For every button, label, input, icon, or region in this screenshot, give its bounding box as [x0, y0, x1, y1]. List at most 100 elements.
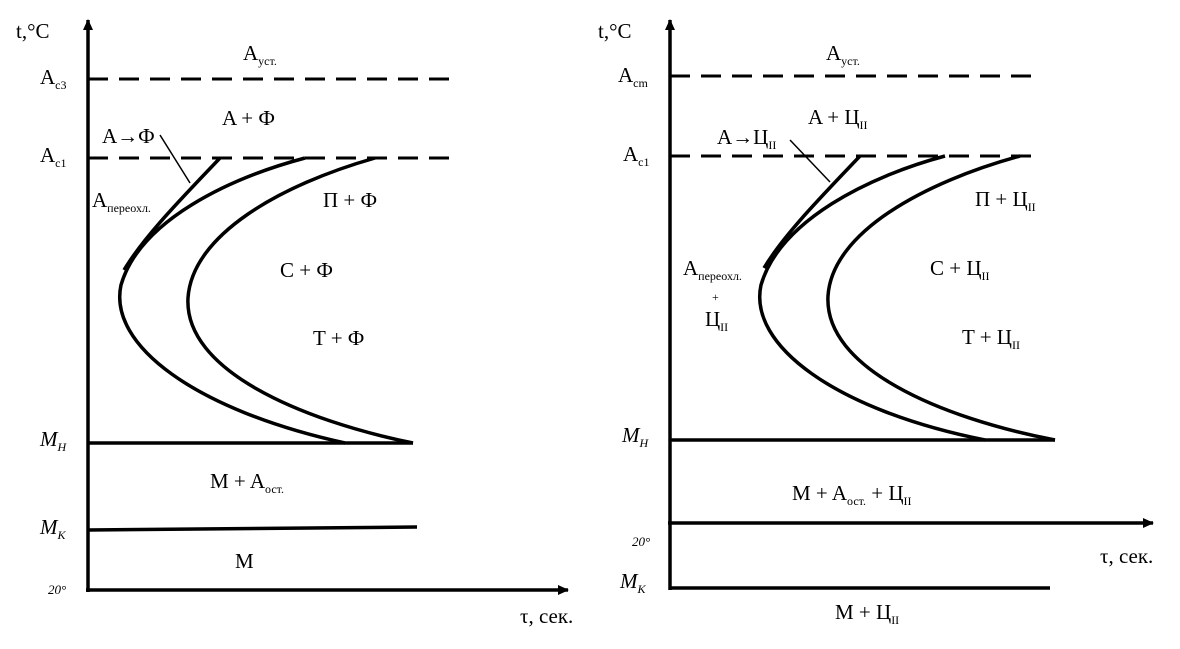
label: T + ЦII	[962, 325, 1020, 352]
label-sub: c1	[55, 156, 66, 170]
label-sub: cm	[633, 76, 648, 90]
label: A→ЦII	[717, 125, 776, 152]
label-part: M + A	[792, 481, 848, 505]
label: M + Aост.	[210, 469, 284, 496]
label: C + ЦII	[930, 256, 990, 283]
label: Aуст.	[243, 41, 277, 68]
label-sub: II	[768, 138, 776, 152]
label-part: C + Ц	[930, 256, 982, 280]
label-sub: переохл.	[107, 201, 151, 215]
label-part: A	[683, 256, 699, 280]
leader-line	[159, 134, 191, 184]
label-part: T + Ф	[313, 326, 364, 350]
label: 20°	[48, 582, 66, 597]
label-part: A→Ф	[102, 124, 155, 148]
label: A→Ф	[102, 124, 155, 148]
label-part: + Ц	[866, 481, 904, 505]
label-part: 20°	[632, 534, 650, 549]
label: ЦII	[705, 307, 728, 334]
label-sub: II	[891, 613, 899, 627]
label: Aуст.	[826, 41, 860, 68]
label: MH	[39, 427, 68, 454]
label-part: Ц	[705, 307, 720, 331]
label: +	[712, 290, 719, 304]
cementite-curve	[762, 154, 862, 269]
label-part: M + Ц	[835, 600, 891, 624]
right-diagram	[665, 19, 1154, 590]
leader-line	[789, 139, 831, 183]
start-curve	[118, 156, 346, 445]
x-axis-label: τ, сек.	[520, 604, 573, 628]
label-part: C + Ф	[280, 258, 333, 282]
label: C + Ф	[280, 258, 333, 282]
label: 20°	[632, 534, 650, 549]
label: M + ЦII	[835, 600, 899, 627]
start-curve	[758, 154, 986, 442]
label-part: M	[235, 549, 254, 573]
ferrite-curve	[122, 156, 222, 271]
label: Ac1	[40, 143, 67, 170]
end-curve	[826, 154, 1056, 442]
left-labels: t,°C τ, сек. Aуст. Ac3 A + Ф A→Ф Ac1 Aпе…	[16, 19, 573, 628]
label-part: A	[243, 41, 259, 65]
y-axis-label: t,°C	[598, 19, 632, 43]
label: Aпереохл.	[683, 256, 742, 283]
label-sub: K	[57, 528, 67, 542]
label: M	[235, 549, 254, 573]
label-sub: ост.	[265, 482, 284, 496]
label-part: П + Ц	[975, 187, 1028, 211]
label-part: M	[621, 423, 641, 447]
label-sub: H	[57, 440, 68, 454]
label-part: A→Ц	[717, 125, 768, 149]
left-diagram	[83, 19, 569, 595]
y-axis-label: t,°C	[16, 19, 50, 43]
label-sub: II	[720, 320, 728, 334]
label-part: A + Ц	[808, 105, 860, 129]
label-part: M + A	[210, 469, 266, 493]
label-sub: ост.	[847, 494, 866, 508]
label: Ac3	[40, 65, 67, 92]
x-axis-label: τ, сек.	[1100, 544, 1153, 568]
label: Acm	[618, 63, 648, 90]
label-part: A	[92, 188, 108, 212]
label: П + ЦII	[975, 187, 1036, 214]
label: M + Aост. + ЦII	[792, 481, 912, 508]
label-sub: переохл.	[698, 269, 742, 283]
label-part: M	[39, 427, 59, 451]
label-part: A	[826, 41, 842, 65]
label-sub: c1	[638, 155, 649, 169]
label-sub: II	[860, 118, 868, 132]
label: A + Ф	[222, 106, 275, 130]
label-sub: H	[639, 436, 650, 450]
label-part: T + Ц	[962, 325, 1012, 349]
label-part: 20°	[48, 582, 66, 597]
label-sub: II	[982, 269, 990, 283]
label-part: M	[39, 515, 59, 539]
label: MK	[619, 569, 647, 596]
label: Aпереохл.	[92, 188, 151, 215]
right-labels: t,°C τ, сек. Aуст. Acm A + ЦII A→ЦII Ac1…	[598, 19, 1153, 627]
label-sub: II	[1012, 338, 1020, 352]
label: П + Ф	[323, 188, 377, 212]
label-part: +	[712, 290, 719, 304]
mk-line	[87, 525, 418, 532]
label-part: A	[40, 65, 56, 89]
label-part: П + Ф	[323, 188, 377, 212]
label-sub: II	[904, 494, 912, 508]
label-sub: c3	[55, 78, 66, 92]
label: Ac1	[623, 142, 650, 169]
label-sub: K	[637, 582, 647, 596]
label-part: M	[619, 569, 639, 593]
label-part: A	[40, 143, 56, 167]
label-part: A + Ф	[222, 106, 275, 130]
label: MK	[39, 515, 67, 542]
label-part: A	[618, 63, 634, 87]
label: MH	[621, 423, 650, 450]
label-sub: II	[1028, 200, 1036, 214]
end-curve	[186, 156, 414, 445]
label-sub: уст.	[841, 54, 860, 68]
label: A + ЦII	[808, 105, 868, 132]
label-sub: уст.	[258, 54, 277, 68]
label-part: A	[623, 142, 639, 166]
